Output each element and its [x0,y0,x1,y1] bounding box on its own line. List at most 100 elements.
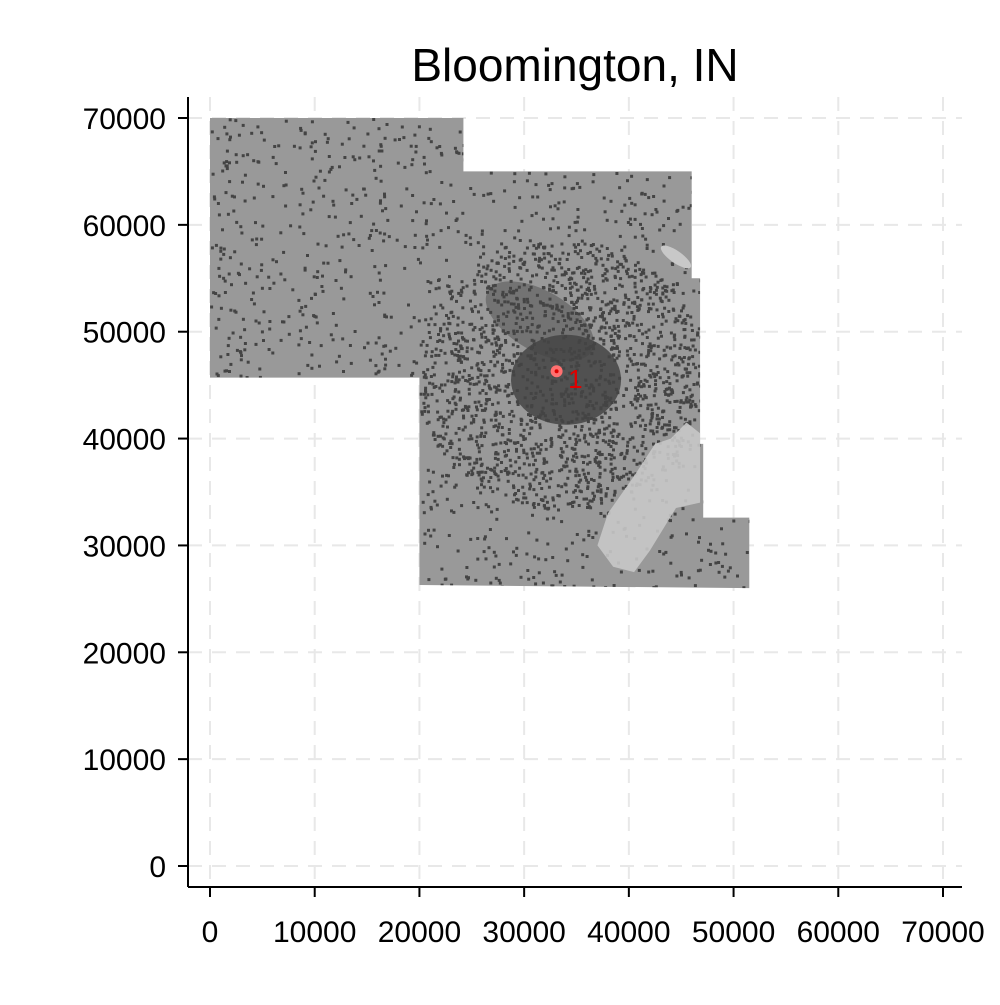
density-pixel [634,263,637,267]
density-pixel [609,309,613,313]
density-pixel [663,284,667,288]
density-pixel [482,193,486,197]
density-pixel [562,358,566,362]
density-pixel [561,331,565,335]
density-pixel [610,453,614,457]
density-pixel [604,440,608,444]
density-pixel [428,336,432,340]
density-pixel [442,437,446,441]
density-pixel [692,383,696,386]
density-pixel [476,486,479,490]
density-pixel [514,305,518,309]
density-pixel [543,331,547,335]
density-pixel [427,410,430,414]
density-pixel [515,389,519,392]
density-pixel [637,568,641,572]
density-pixel [553,570,557,574]
density-pixel [586,416,590,420]
density-pixel [690,329,694,332]
density-pixel [539,443,543,447]
density-pixel [417,125,421,129]
density-pixel [541,302,545,305]
density-pixel [681,360,685,364]
density-pixel [536,195,540,199]
density-pixel [627,477,631,481]
density-pixel [472,420,476,424]
density-pixel [484,335,488,339]
density-pixel [300,306,304,310]
density-pixel [517,285,521,289]
density-pixel [233,250,237,254]
density-pixel [560,520,564,524]
density-pixel [485,374,489,378]
density-pixel [480,444,484,448]
density-pixel [425,343,429,347]
density-pixel [409,144,413,148]
density-pixel [627,323,631,327]
density-pixel [543,314,547,318]
density-pixel [564,335,568,338]
density-pixel [366,341,370,345]
density-pixel [443,452,447,456]
density-pixel [661,243,665,246]
y-tick-label: 30000 [83,530,166,563]
density-pixel [674,363,678,367]
density-pixel [303,132,307,136]
density-pixel [535,451,539,455]
density-pixel [654,292,658,296]
density-pixel [445,258,448,262]
density-pixel [482,245,486,249]
density-pixel [528,239,532,243]
density-pixel [575,380,579,384]
density-pixel [450,583,454,587]
density-pixel [545,303,549,307]
density-pixel [262,138,266,142]
density-pixel [443,383,447,387]
density-pixel [229,135,232,139]
density-pixel [570,397,574,401]
density-pixel [600,315,604,319]
density-pixel [434,353,438,357]
density-pixel [477,270,481,273]
density-pixel [498,411,502,415]
density-pixel [400,125,404,129]
density-pixel [667,376,671,380]
density-pixel [483,535,487,539]
density-pixel [651,372,655,376]
density-pixel [523,396,527,400]
density-pixel [463,425,467,429]
density-pixel [603,378,607,382]
density-pixel [535,538,539,542]
density-pixel [615,310,619,314]
density-pixel [504,493,508,497]
density-pixel [373,168,377,172]
density-pixel [503,300,507,304]
density-pixel [517,364,521,368]
density-pixel [503,450,506,454]
density-pixel [377,149,381,153]
density-pixel [339,286,343,290]
density-pixel [492,328,496,332]
density-pixel [455,151,459,155]
density-pixel [647,351,651,355]
density-pixel [596,489,600,493]
density-pixel [588,460,592,464]
density-pixel [424,350,428,354]
density-pixel [519,266,523,270]
density-pixel [485,267,489,271]
density-pixel [258,367,262,371]
density-pixel [239,225,243,229]
density-pixel [422,392,426,396]
density-pixel [490,259,494,263]
density-pixel [524,476,528,480]
density-pixel [271,155,275,159]
density-pixel [666,387,670,391]
density-pixel [522,496,526,500]
density-pixel [542,217,545,221]
density-pixel [223,291,227,294]
density-pixel [662,433,666,437]
density-pixel [299,337,303,341]
density-pixel [639,424,642,428]
density-pixel [235,160,239,164]
density-pixel [563,465,567,469]
